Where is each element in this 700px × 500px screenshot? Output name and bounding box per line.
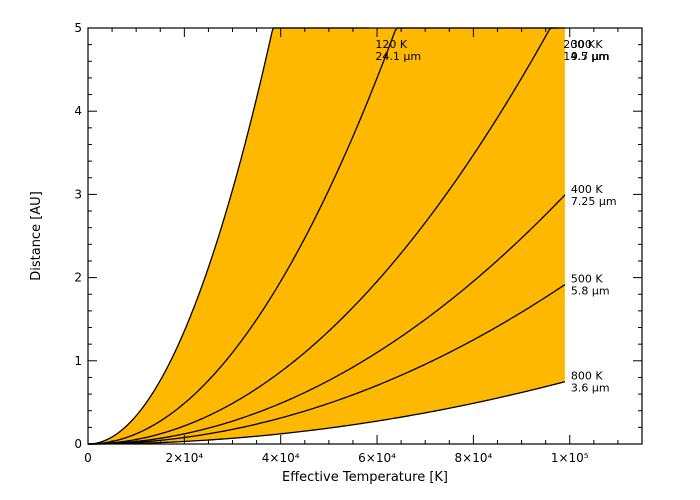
axis-ticks: 0 2×10⁴ 4×10⁴ 6×10⁴ 8×10⁴ 1×10⁵ 0 1 2 3 4 5 — [74, 21, 642, 465]
curve-label-wavelength-0: 24.1 μm — [375, 50, 421, 63]
x-tick-label-2: 4×10⁴ — [262, 451, 300, 465]
x-tick-label-4: 8×10⁴ — [455, 451, 493, 465]
curve-label-wavelength-5: 3.6 μm — [571, 382, 610, 395]
curve-label-wavelength-4: 5.8 μm — [571, 285, 610, 298]
x-tick-label-5: 1×10⁵ — [551, 451, 589, 465]
series-line-2 — [87, 27, 565, 445]
x-tick-label-3: 6×10⁴ — [358, 451, 396, 465]
y-tick-label-3: 3 — [74, 187, 82, 201]
x-tick-label-0: 0 — [84, 451, 92, 465]
curve-label-temp-2: 300 K — [571, 38, 603, 51]
y-tick-label-2: 2 — [74, 271, 82, 285]
y-tick-label-4: 4 — [74, 104, 82, 118]
curve-label-temp-3: 400 K — [571, 183, 603, 196]
curve-label-temp-4: 500 K — [571, 273, 603, 286]
x-tick-label-1: 2×10⁴ — [165, 451, 203, 465]
curve-label-wavelength-2: 9.7 μm — [571, 50, 610, 63]
x-axis-label: Effective Temperature [K] — [282, 470, 448, 485]
y-tick-label-1: 1 — [74, 354, 82, 368]
y-tick-label-0: 0 — [74, 437, 82, 451]
curve-label-temp-0: 120 K — [375, 38, 407, 51]
y-tick-label-5: 5 — [74, 21, 82, 35]
y-axis-label: Distance [AU] — [29, 191, 44, 281]
shaded-region — [88, 28, 565, 444]
curve-label-wavelength-3: 7.25 μm — [571, 195, 617, 208]
curve-label-temp-5: 800 K — [571, 370, 603, 383]
series-line-4 — [88, 284, 566, 445]
curve-label-wavelength-1: 14.5 μm — [563, 50, 609, 63]
plot-frame — [87, 27, 643, 445]
series-line-3 — [87, 194, 566, 445]
curve-label-temp-1: 200 K — [563, 38, 595, 51]
series-line-5 — [88, 381, 566, 445]
